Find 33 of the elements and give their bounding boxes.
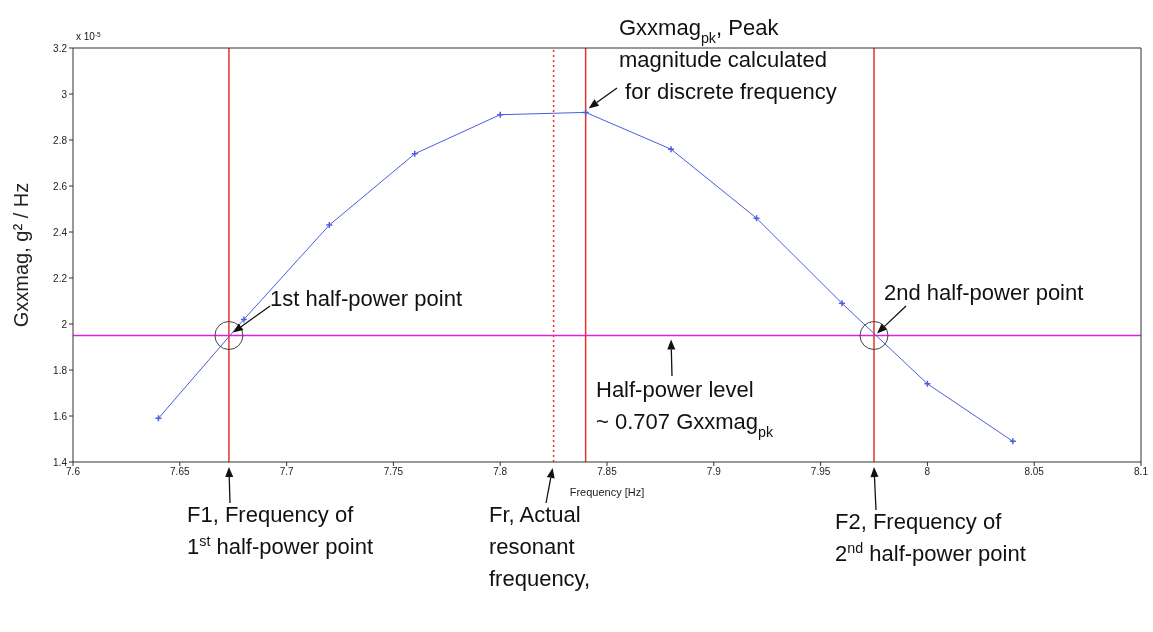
annotation: Fr, Actual resonant frequency, (489, 502, 591, 591)
x-tick-label: 7.95 (810, 466, 831, 478)
y-tick-label: 2.8 (53, 134, 68, 146)
x-tick-label: 7.9 (706, 466, 722, 478)
y-tick-label: 1.8 (53, 364, 68, 376)
x-tick-label: 7.85 (597, 466, 618, 478)
y-tick-label: 3 (61, 88, 68, 100)
point (411, 150, 419, 158)
y-tick-label: 2.6 (53, 180, 68, 192)
y-tick-label: 2.2 (53, 272, 68, 284)
annotation: F2, Frequency of 2$^{nd}$ half-power point (835, 509, 1026, 566)
annotation: 2nd half-power point (884, 280, 1084, 305)
y-axis-title: Gxxmag, g² / Hz (10, 182, 32, 328)
y-tick-label: 3.2 (53, 42, 68, 54)
point (667, 145, 675, 153)
x-axis-title: Frequency [Hz] (569, 486, 645, 498)
x-tick-label: 7.7 (279, 466, 294, 478)
annotation: Gxxmag$_{pk}$, Peak magnitude calculated for discrete frequency (619, 15, 837, 104)
x-tick-label: 8.1 (1134, 466, 1149, 478)
y-tick-label: 2 (61, 318, 68, 330)
x-tick-label: 7.8 (493, 466, 508, 478)
x-tick-label: 8 (924, 466, 931, 478)
annotation: Half-power level ~ 0.707 Gxxmag$_{pk}$ (596, 377, 774, 440)
x-tick-label: 7.6 (66, 466, 81, 478)
y-tick-label: 1.4 (53, 456, 68, 468)
y-tick-label: 1.6 (53, 410, 68, 422)
y-tick-label: 2.4 (53, 226, 68, 238)
annotation: 1st half-power point (270, 286, 462, 311)
x-tick-label: 7.65 (170, 466, 190, 478)
x-tick-label: 7.75 (383, 466, 404, 478)
annotation: F1, Frequency of 1$^{st}$ half-power point (187, 502, 374, 559)
x-tick-label: 8.05 (1024, 466, 1045, 478)
text: x 10$^{-5}$ (76, 30, 102, 42)
